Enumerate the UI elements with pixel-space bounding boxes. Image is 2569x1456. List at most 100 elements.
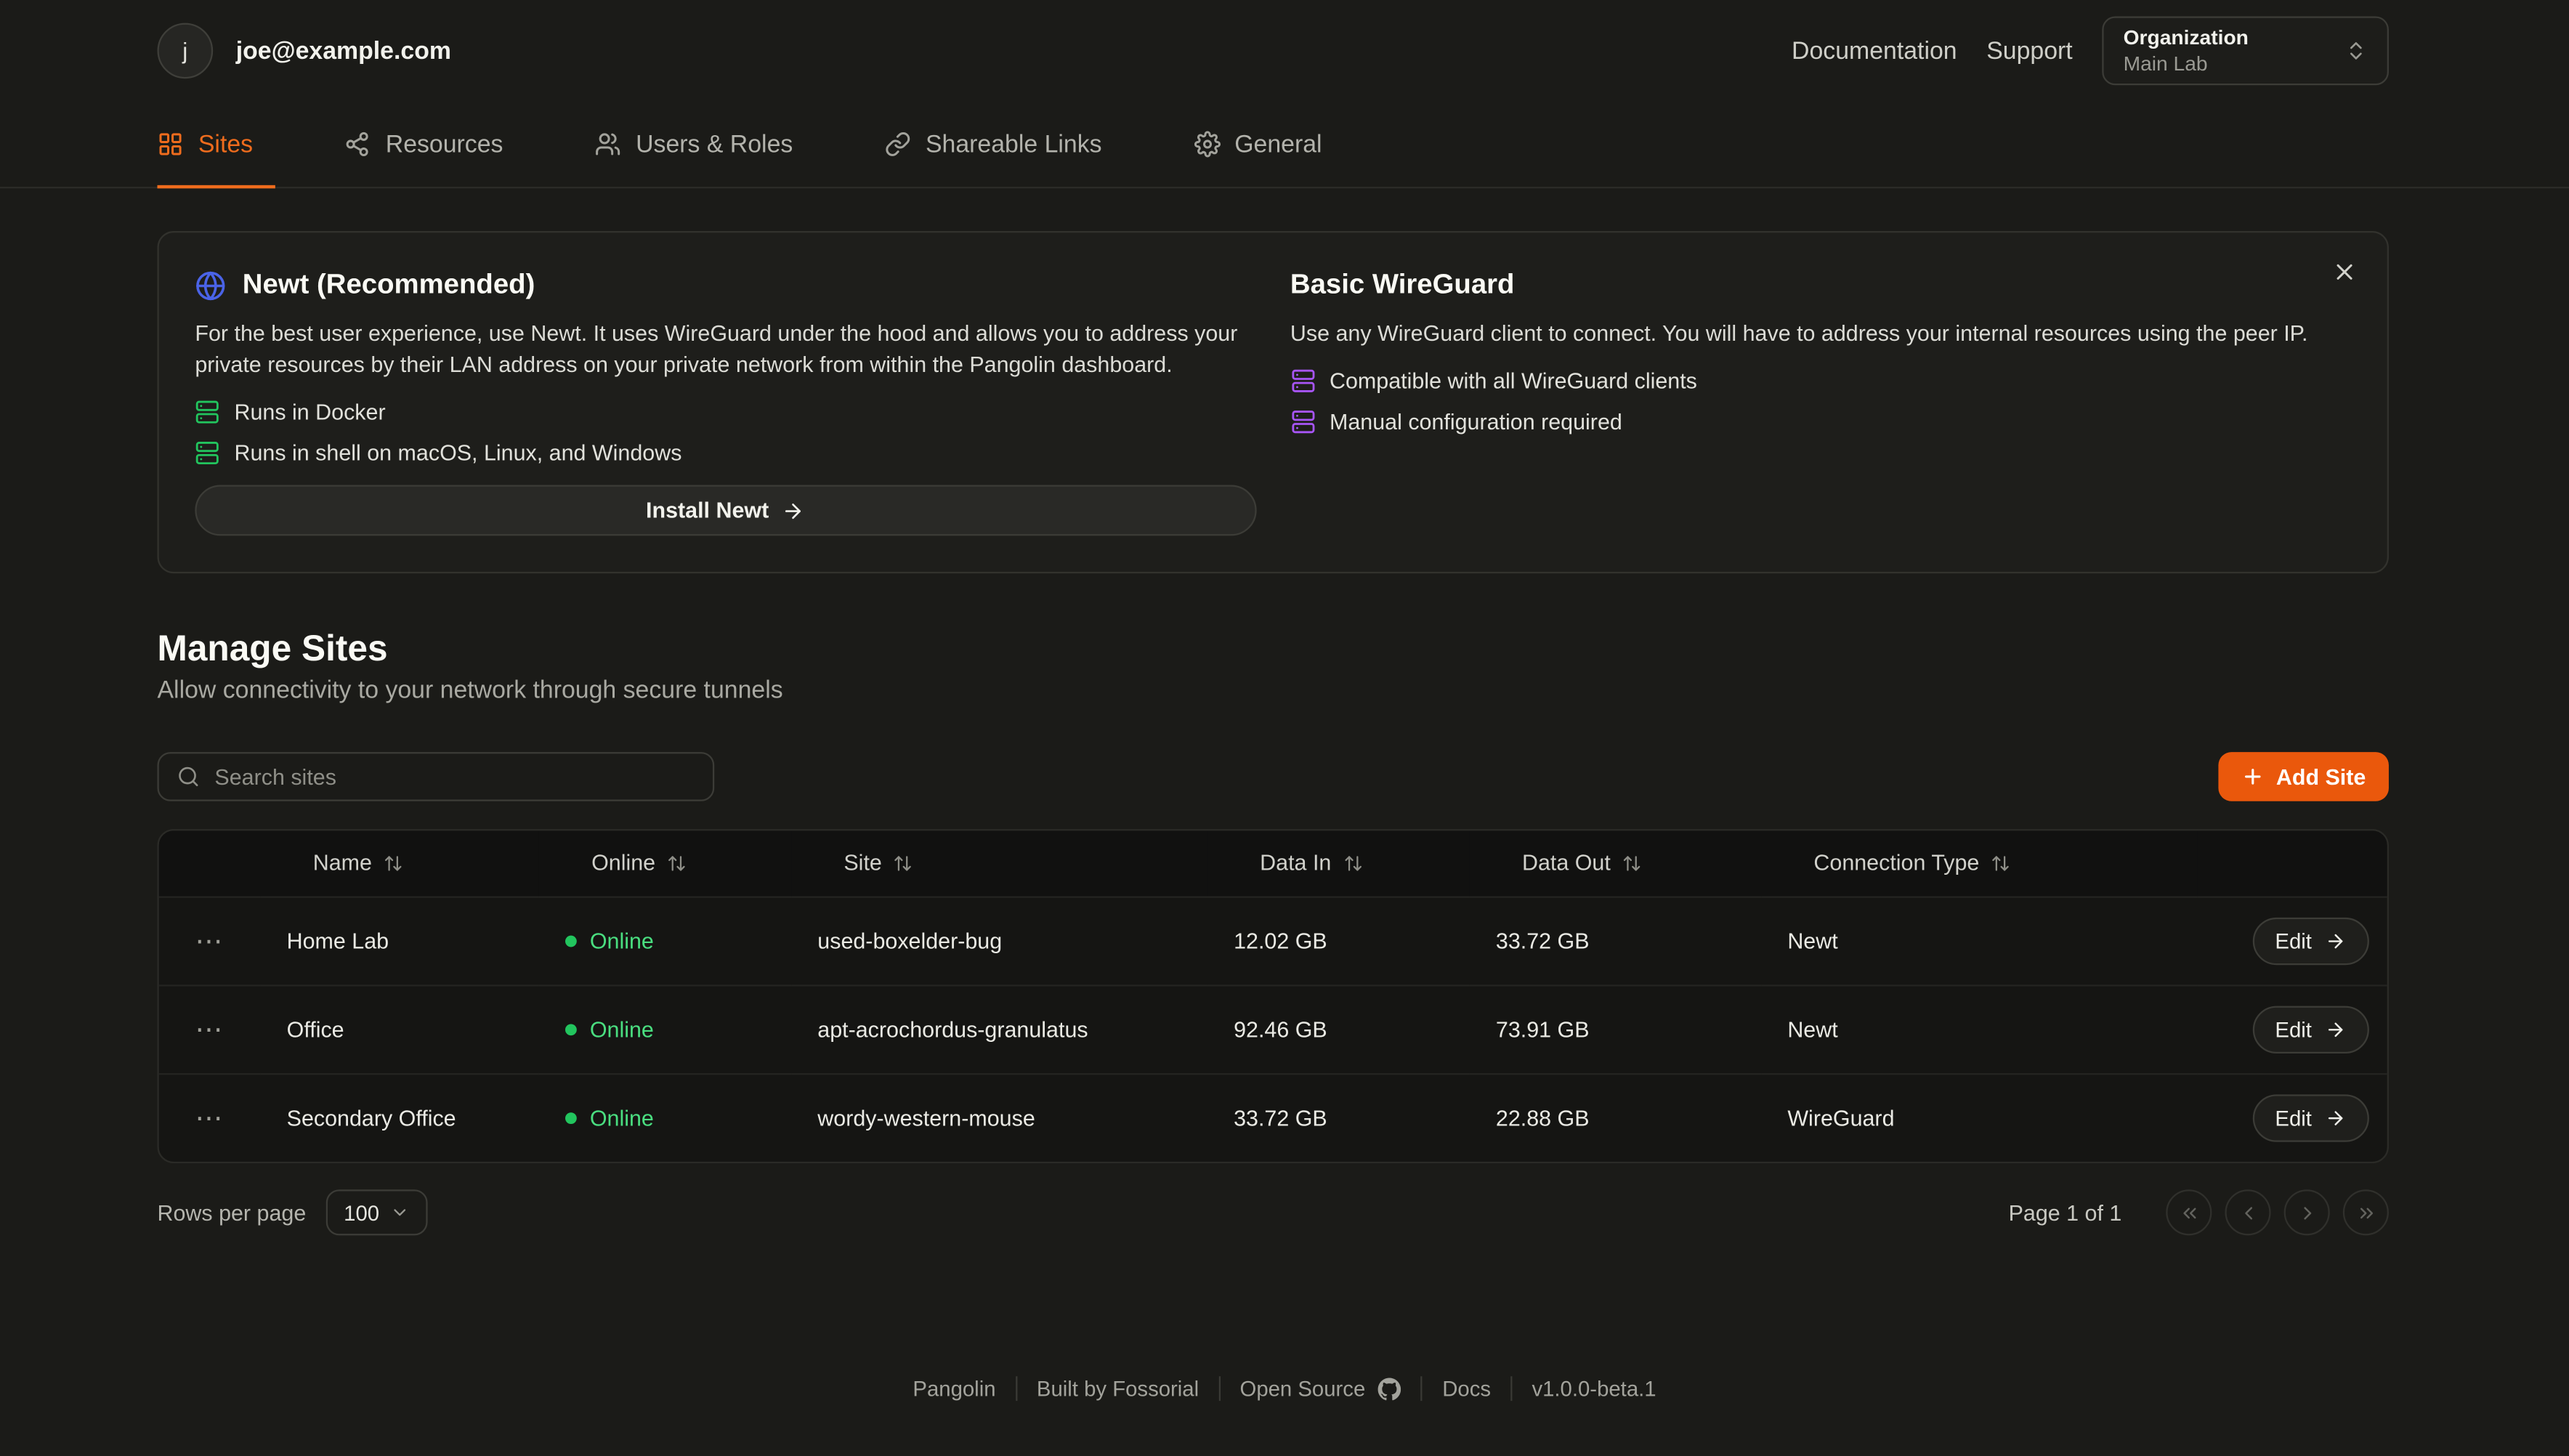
github-icon — [1378, 1377, 1401, 1400]
server-icon — [195, 400, 219, 424]
gear-icon — [1193, 131, 1220, 158]
user-block: j joe@example.com — [157, 23, 451, 79]
wireguard-section: Basic WireGuard Use any WireGuard client… — [1290, 269, 2351, 536]
edit-button[interactable]: Edit — [2252, 916, 2369, 965]
wireguard-description: Use any WireGuard client to connect. You… — [1290, 320, 2308, 346]
sort-header-data-out[interactable]: Data Out — [1522, 851, 1642, 875]
page-status: Page 1 of 1 — [2008, 1200, 2122, 1225]
users-icon — [595, 131, 621, 157]
chevrons-left-icon — [2178, 1202, 2199, 1223]
tab-label: General — [1234, 130, 1322, 158]
cell-data-out: 33.72 GB — [1495, 928, 1590, 953]
avatar-initial: j — [182, 37, 188, 64]
link-icon — [885, 131, 911, 157]
add-site-button[interactable]: Add Site — [2218, 752, 2389, 801]
page-title: Manage Sites — [157, 627, 388, 669]
chevrons-up-down-icon — [2345, 39, 2368, 62]
cell-data-in: 33.72 GB — [1234, 1105, 1327, 1131]
wireguard-feature: Manual configuration required — [1290, 410, 2351, 434]
server-icon — [195, 441, 219, 466]
close-icon[interactable] — [2331, 259, 2358, 285]
table-row: ⋯ Office Online apt-acrochordus-granulat… — [158, 984, 2387, 1073]
search-icon — [177, 765, 201, 788]
search-box — [157, 752, 715, 801]
sort-icon — [1622, 853, 1642, 873]
page-subtitle: Allow connectivity to your network throu… — [157, 676, 783, 705]
cell-name: Office — [286, 1016, 344, 1042]
avatar[interactable]: j — [157, 23, 214, 79]
next-page-button[interactable] — [2283, 1189, 2330, 1236]
rows-per-page-label: Rows per page — [157, 1200, 307, 1225]
row-menu-icon[interactable]: ⋯ — [195, 925, 224, 956]
edit-button[interactable]: Edit — [2252, 1093, 2369, 1142]
sort-header-name[interactable]: Name — [313, 851, 403, 875]
app-footer: Pangolin Built by Fossorial Open Source … — [0, 1376, 2569, 1402]
cell-data-out: 22.88 GB — [1495, 1105, 1590, 1131]
sort-icon — [894, 853, 913, 873]
tab-users-roles[interactable]: Users & Roles — [572, 102, 816, 187]
main-content: Newt (Recommended) For the best user exp… — [157, 230, 2389, 1236]
status-badge: Online — [565, 929, 791, 953]
tab-label: Shareable Links — [925, 130, 1102, 158]
sort-header-site[interactable]: Site — [843, 851, 913, 875]
cell-site: wordy-western-mouse — [817, 1105, 1035, 1131]
arrow-right-icon — [2325, 930, 2346, 951]
primary-nav: Sites Resources Users & Roles Shareable … — [0, 102, 2569, 189]
newt-feature: Runs in shell on macOS, Linux, and Windo… — [195, 441, 1255, 466]
tab-resources[interactable]: Resources — [322, 102, 526, 187]
cell-data-out: 73.91 GB — [1495, 1016, 1590, 1042]
sort-icon — [1343, 853, 1362, 873]
online-dot-icon — [565, 934, 577, 947]
footer-divider — [1510, 1376, 1513, 1402]
sort-icon — [667, 853, 687, 873]
row-menu-icon[interactable]: ⋯ — [195, 1013, 224, 1045]
footer-link-fossorial[interactable]: Built by Fossorial — [1036, 1376, 1199, 1402]
sort-header-data-in[interactable]: Data In — [1260, 851, 1362, 875]
arrow-right-icon — [2325, 1107, 2346, 1128]
last-page-button[interactable] — [2342, 1189, 2389, 1236]
chevron-down-icon — [389, 1202, 409, 1222]
tab-sites[interactable]: Sites — [157, 102, 277, 189]
tab-label: Resources — [385, 130, 503, 158]
footer-divider — [1218, 1376, 1221, 1402]
status-badge: Online — [565, 1106, 791, 1130]
cell-site: apt-acrochordus-granulatus — [817, 1016, 1088, 1042]
previous-page-button[interactable] — [2225, 1189, 2271, 1236]
documentation-link[interactable]: Documentation — [1792, 36, 1957, 65]
chevron-left-icon — [2237, 1202, 2258, 1223]
footer-link-docs[interactable]: Docs — [1442, 1376, 1492, 1402]
cell-site: used-boxelder-bug — [817, 928, 1003, 953]
org-picker[interactable]: Organization Main Lab — [2102, 16, 2389, 86]
sort-header-online[interactable]: Online — [591, 851, 687, 875]
cell-connection-type: Newt — [1787, 928, 1838, 953]
table-header-row: Name Online Site Data In Data Out Connec… — [158, 830, 2387, 897]
server-icon — [1290, 368, 1315, 393]
wireguard-title: Basic WireGuard — [1290, 268, 1515, 300]
footer-link-open-source[interactable]: Open Source — [1240, 1376, 1401, 1401]
sites-table: Name Online Site Data In Data Out Connec… — [157, 829, 2389, 1164]
chevron-right-icon — [2297, 1202, 2318, 1223]
tab-shareable-links[interactable]: Shareable Links — [862, 102, 1125, 187]
tab-general[interactable]: General — [1170, 102, 1345, 187]
cell-connection-type: Newt — [1787, 1016, 1838, 1042]
sort-icon — [1991, 853, 2010, 873]
online-dot-icon — [565, 1112, 577, 1124]
waypoints-icon — [344, 131, 371, 157]
row-menu-icon[interactable]: ⋯ — [195, 1102, 224, 1133]
wireguard-feature: Compatible with all WireGuard clients — [1290, 368, 2351, 393]
table-row: ⋯ Secondary Office Online wordy-western-… — [158, 1073, 2387, 1162]
footer-divider — [1420, 1376, 1423, 1402]
edit-button[interactable]: Edit — [2252, 1005, 2369, 1053]
search-input[interactable] — [214, 764, 695, 789]
table-pagination: Rows per page 100 Page 1 of 1 — [157, 1189, 2389, 1236]
first-page-button[interactable] — [2166, 1189, 2212, 1236]
footer-divider — [1015, 1376, 1017, 1402]
table-toolbar: Add Site — [157, 752, 2389, 801]
footer-link-pangolin[interactable]: Pangolin — [913, 1376, 996, 1402]
sort-icon — [384, 853, 403, 873]
rows-per-page-select[interactable]: 100 — [325, 1189, 427, 1236]
support-link[interactable]: Support — [1986, 36, 2073, 65]
install-newt-button[interactable]: Install Newt — [195, 485, 1256, 536]
sort-header-connection-type[interactable]: Connection Type — [1813, 851, 2010, 875]
cell-connection-type: WireGuard — [1787, 1105, 1895, 1131]
